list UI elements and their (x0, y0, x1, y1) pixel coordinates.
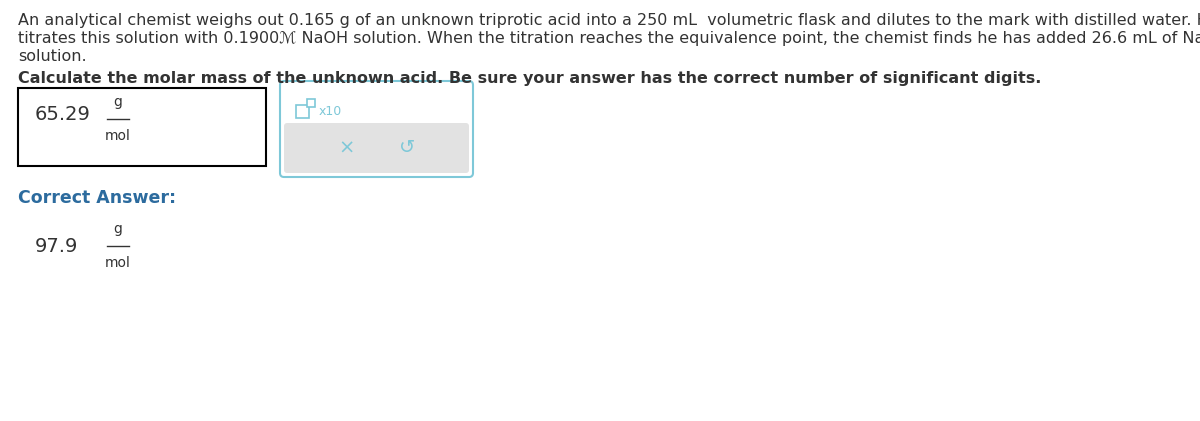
Text: solution.: solution. (18, 49, 86, 64)
Text: ×: × (338, 139, 354, 157)
Text: mol: mol (106, 256, 131, 270)
Text: ↺: ↺ (398, 139, 415, 157)
Bar (18, 88, 266, 166)
Text: titrates this solution with 0.1900ℳ NaOH solution. When the titration reaches th: titrates this solution with 0.1900ℳ NaOH… (18, 31, 1200, 46)
Bar (296, 105, 310, 118)
Text: 97.9: 97.9 (35, 237, 78, 256)
Text: x10: x10 (319, 105, 342, 118)
Text: g: g (114, 222, 122, 236)
FancyBboxPatch shape (280, 81, 473, 177)
Text: Calculate the molar mass of the unknown acid. Be sure your answer has the correc: Calculate the molar mass of the unknown … (18, 71, 1042, 86)
Bar (307, 99, 314, 107)
Text: g: g (114, 95, 122, 109)
Text: Correct Answer:: Correct Answer: (18, 189, 176, 207)
Text: 65.29: 65.29 (35, 106, 91, 125)
Text: An analytical chemist weighs out 0.165 g of an unknown triprotic acid into a 250: An analytical chemist weighs out 0.165 g… (18, 13, 1200, 28)
FancyBboxPatch shape (284, 123, 469, 173)
Text: mol: mol (106, 129, 131, 143)
